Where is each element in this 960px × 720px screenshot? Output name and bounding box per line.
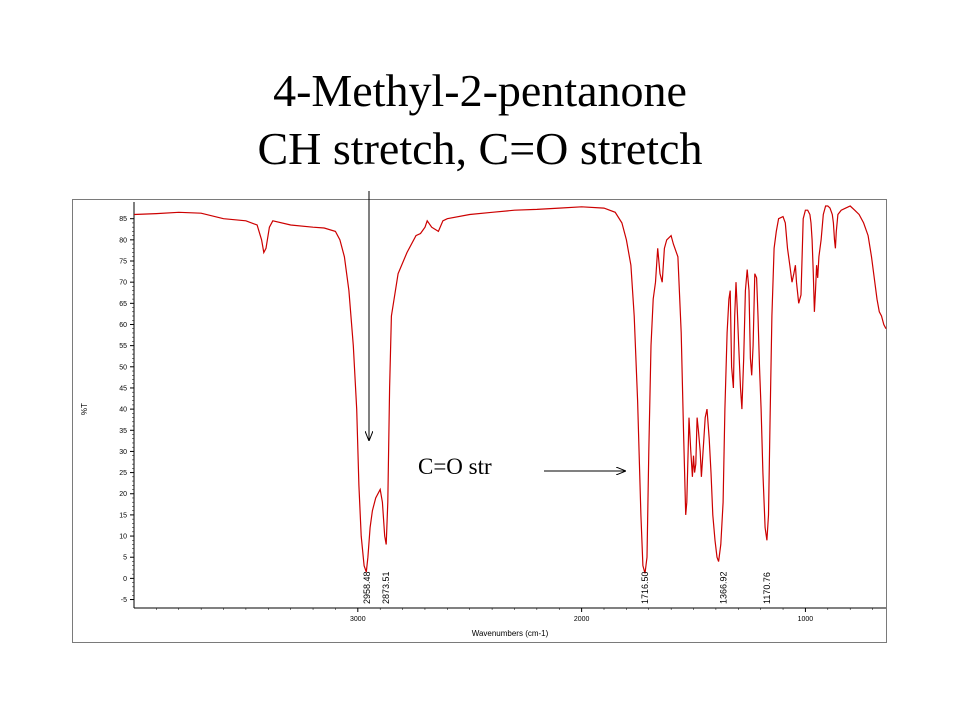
y-tick-label: 35	[119, 428, 127, 435]
y-tick-label: 25	[119, 470, 127, 477]
y-tick-label: 70	[119, 280, 127, 287]
y-axis-title: %T	[80, 403, 89, 415]
x-axis-title: Wavenumbers (cm-1)	[472, 629, 549, 638]
y-tick-label: 15	[119, 512, 127, 519]
co-str-annotation: C=O str	[418, 454, 492, 479]
x-tick-label: 2000	[574, 616, 590, 623]
spectrum-line	[133, 205, 887, 574]
y-tick-label: 85	[119, 216, 127, 223]
y-tick-label: 75	[119, 259, 127, 266]
title-line-2: CH stretch, C=O stretch	[257, 123, 703, 174]
x-tick-label: 3000	[350, 616, 366, 623]
peak-label: 1366.92	[718, 571, 728, 604]
y-tick-label: 0	[123, 576, 127, 583]
peak-label: 1170.76	[762, 572, 772, 604]
y-tick-label: 40	[119, 407, 127, 414]
peak-labels: 2958.48 2873.51 1716.50 1366.92 1170.76	[362, 571, 772, 604]
y-tick-label: 60	[119, 322, 127, 329]
title-line-1: 4-Methyl-2-pentanone	[273, 65, 687, 116]
y-tick-label: -5	[121, 597, 127, 604]
y-tick-label: 5	[123, 555, 127, 562]
y-tick-label: 30	[119, 449, 127, 456]
y-tick-label: 50	[119, 364, 127, 371]
x-tick-label: 1000	[798, 616, 814, 623]
slide-title: 4-Methyl-2-pentanone CH stretch, C=O str…	[0, 62, 960, 178]
peak-label: 1716.50	[640, 571, 650, 604]
y-tick-label: 20	[119, 491, 127, 498]
y-tick-label: 80	[119, 237, 127, 244]
y-tick-label: 65	[119, 301, 127, 308]
peak-label: 2958.48	[362, 571, 372, 604]
y-ticks: -5 0 5 10 15 20 25 30 35 40 45 50 55 60 65 70 75 80 85	[119, 216, 134, 604]
plot-frame	[72, 199, 887, 643]
x-ticks: 3000 2000 1000	[156, 608, 873, 623]
y-tick-label: 55	[119, 343, 127, 350]
y-tick-label: 10	[119, 534, 127, 541]
peak-label: 2873.51	[381, 571, 391, 604]
y-tick-label: 45	[119, 385, 127, 392]
